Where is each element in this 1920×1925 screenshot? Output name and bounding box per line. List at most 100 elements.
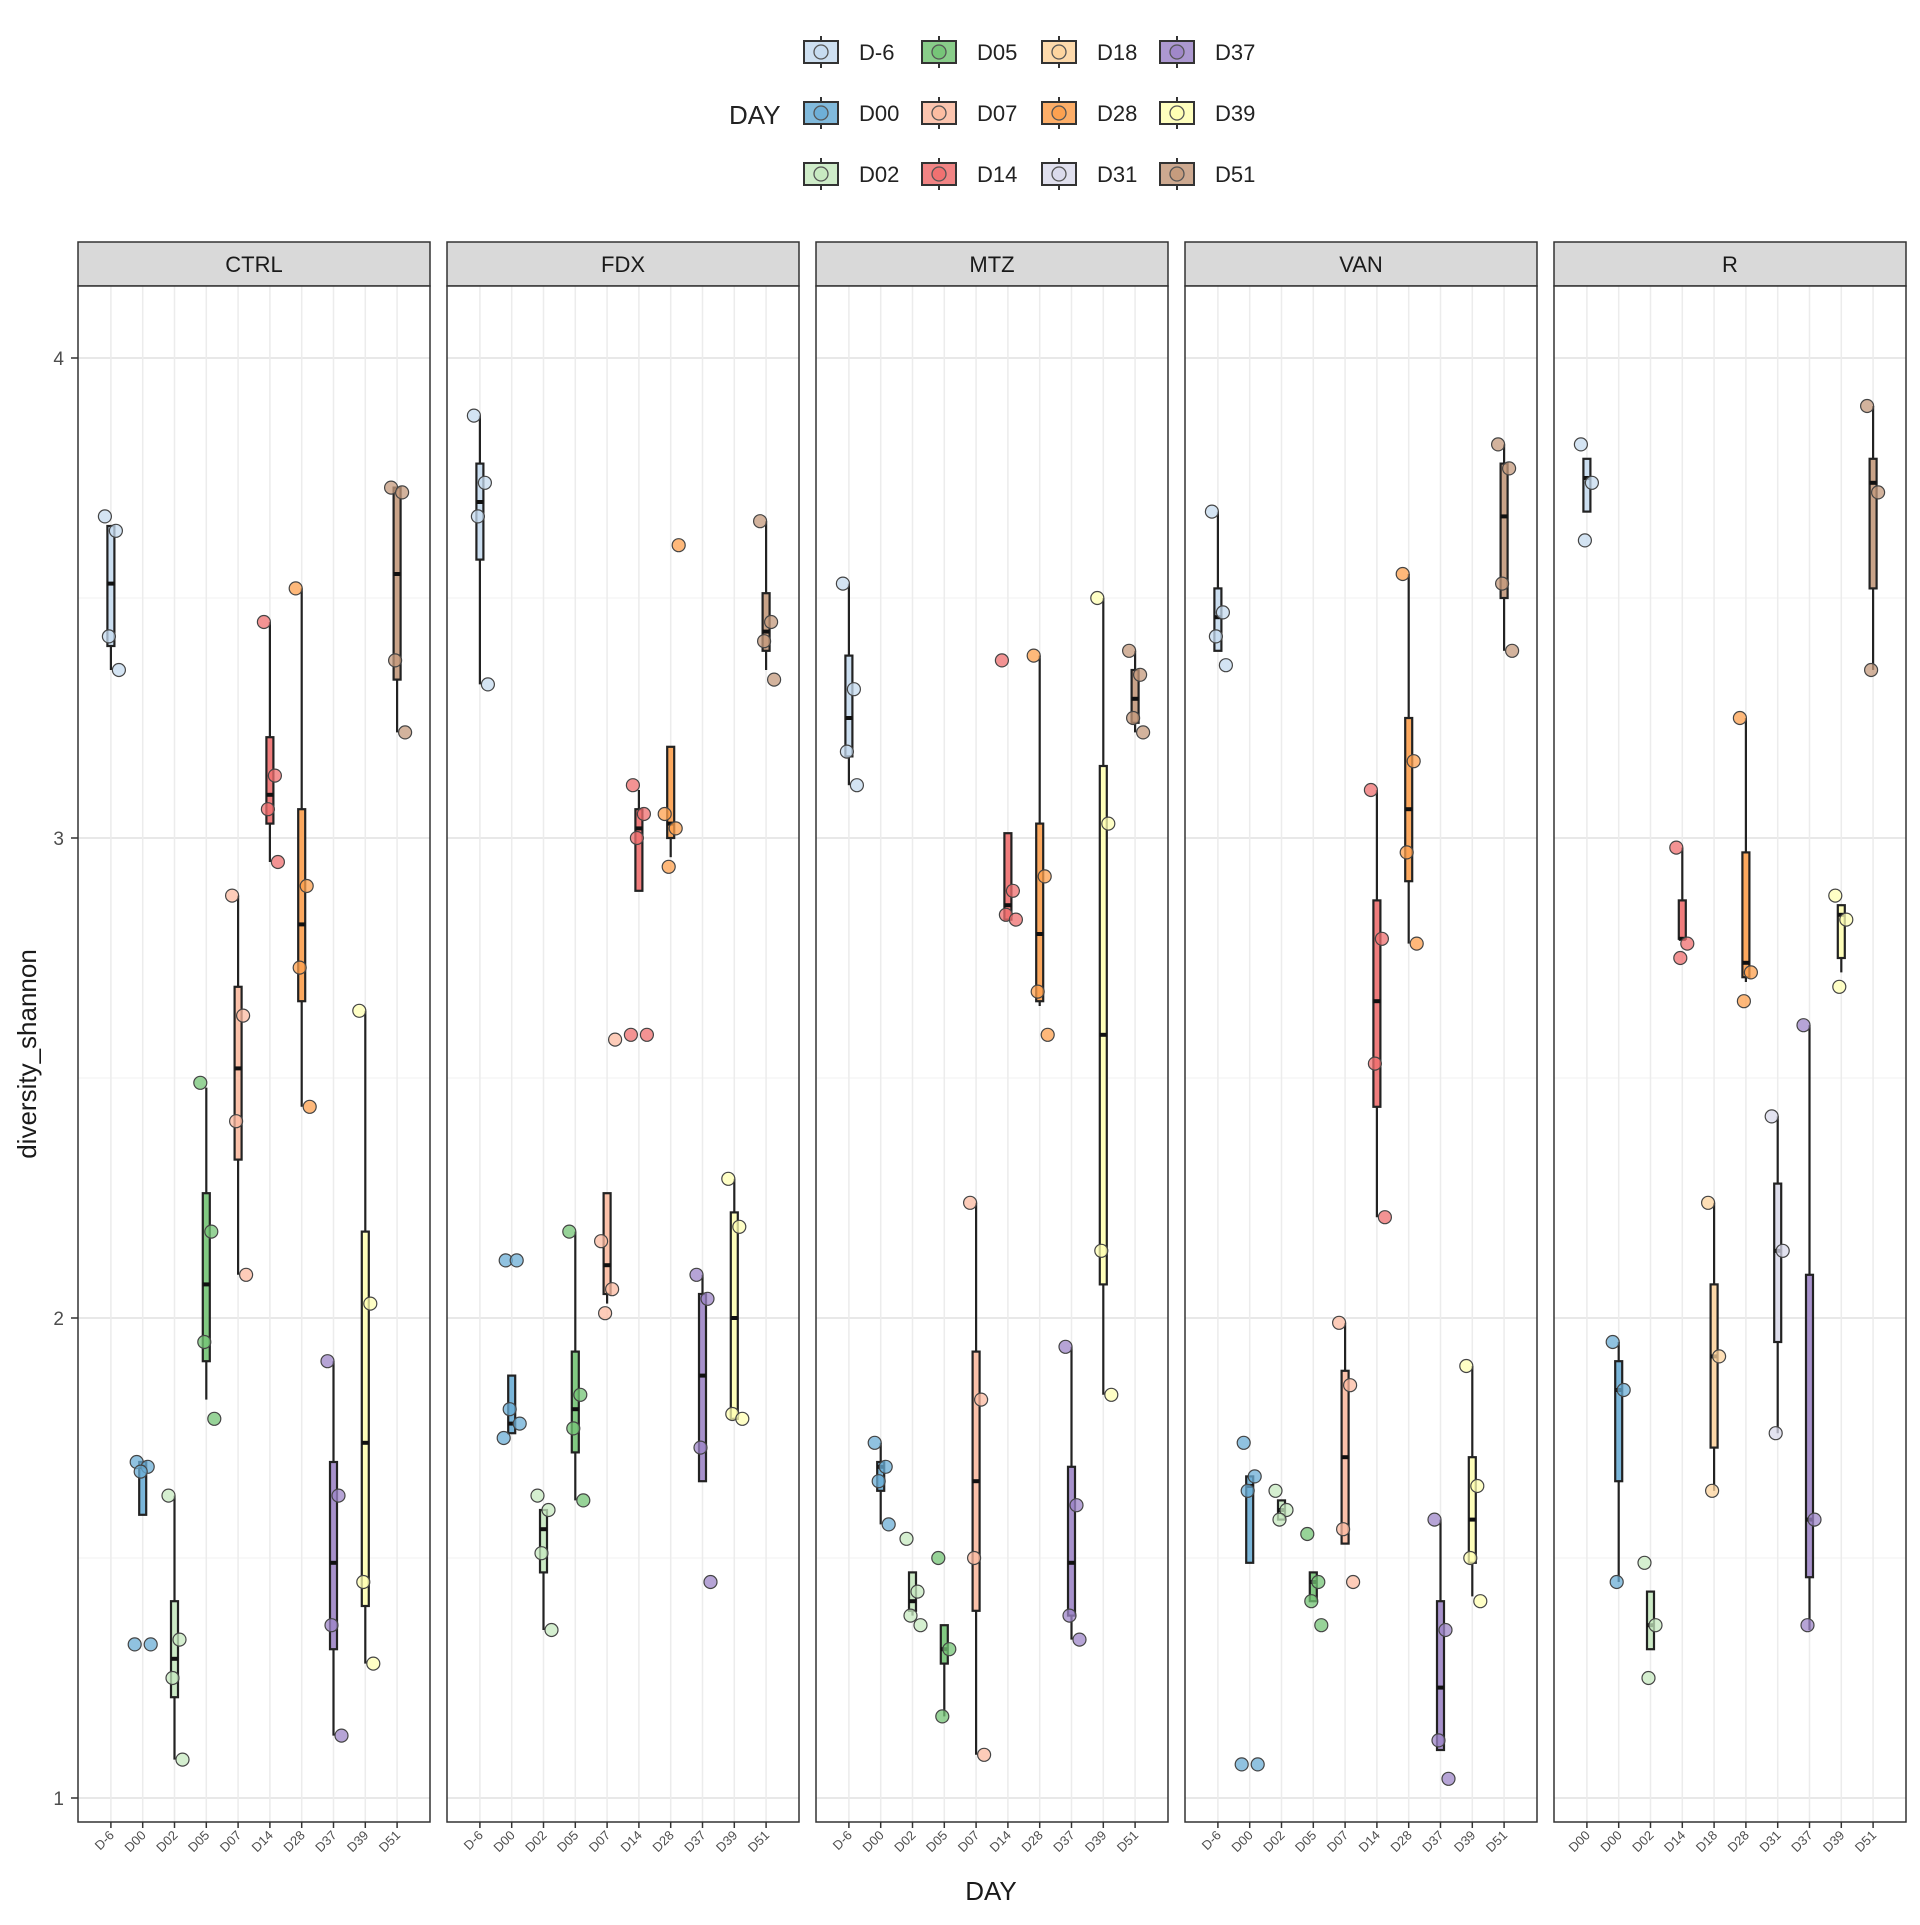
x-tick-label: D-6 [1199,1828,1224,1853]
data-point [1459,1358,1474,1374]
data-point [693,1440,708,1455]
x-tick-label: D37 [1788,1828,1815,1855]
data-point [1132,667,1148,682]
data-point [1669,840,1684,855]
data-point [639,1027,655,1042]
data-point [1406,754,1421,769]
data-point [756,634,772,649]
box-iqr [666,745,676,840]
data-point [1345,1574,1361,1590]
data-point [1314,1618,1329,1633]
data-point [477,475,492,490]
box-D-6 [1204,504,1234,673]
data-point [1040,1027,1055,1042]
x-tick-label: D28 [649,1828,676,1855]
box-D39 [352,1003,381,1671]
box-iqr [1035,822,1045,1003]
data-point [512,1416,527,1431]
data-point [1796,1018,1811,1033]
legend-label: D07 [977,101,1017,126]
box-D-6 [97,509,127,678]
data-point [193,1075,208,1090]
legend-label: D14 [977,162,1017,187]
data-point [910,1584,925,1599]
legend-key-point [813,166,829,182]
data-point [1236,1435,1251,1450]
data-point [1463,1550,1478,1566]
data-point [566,1421,581,1436]
legend-label: D00 [859,101,899,126]
legend-key-D39 [1159,97,1195,129]
data-point [1008,912,1024,927]
legend-label: D51 [1215,162,1255,187]
box-D37 [1796,1018,1822,1633]
data-point [576,1493,591,1508]
box-D05 [562,1224,591,1508]
facet-strip [446,241,800,287]
x-tick-label: D28 [280,1828,307,1855]
data-point [763,614,779,630]
data-point [966,1550,982,1566]
data-point [1363,782,1379,798]
data-point [1300,1526,1315,1542]
data-point [111,662,127,678]
data-point [657,806,672,822]
data-point [846,682,862,697]
data-point [1577,533,1593,548]
data-point [97,509,113,524]
data-point [388,653,403,668]
data-point [661,859,676,874]
box-iqr [392,486,402,681]
x-tick-label: D05 [1292,1828,1319,1855]
data-point [299,878,314,894]
data-point [470,509,485,524]
data-point [1680,936,1695,951]
data-point [1504,643,1520,658]
x-tick-label: D28 [1387,1828,1414,1855]
box-iqr [1372,899,1382,1108]
data-point [101,629,117,644]
data-point [973,1392,989,1407]
data-point [1704,1483,1720,1498]
data-point [1832,979,1847,994]
data-point [1395,566,1410,582]
box-D02 [530,1488,559,1638]
data-point [1605,1334,1620,1350]
data-point [1473,1594,1488,1609]
x-tick-label: D14 [1356,1828,1383,1855]
data-point [260,802,275,817]
x-tick-label: D07 [586,1828,613,1855]
box-D39 [721,1171,750,1426]
data-point [1135,725,1151,740]
data-point [496,1430,511,1446]
data-point [1732,710,1748,726]
data-point [133,1464,148,1479]
data-point [1775,1243,1790,1258]
x-tick-label: D07 [1324,1828,1351,1855]
legend-key-D28 [1041,97,1077,129]
data-point [366,1656,381,1671]
box-D18 [1700,1195,1727,1498]
data-point [1648,1618,1663,1633]
data-point [331,1488,346,1503]
data-point [1215,605,1231,620]
box-D-6 [466,408,495,692]
data-point [1279,1502,1294,1518]
x-tick-label: D39 [1451,1828,1478,1855]
data-point [1743,965,1759,980]
box-D00 [127,1454,158,1652]
data-point [204,1224,219,1239]
data-point [1204,504,1220,519]
data-point [175,1752,190,1767]
data-point [562,1224,577,1239]
data-point [607,1032,623,1047]
data-point [1673,950,1688,966]
legend-label: D37 [1215,40,1255,65]
legend-key-point [931,44,947,60]
data-point [942,1642,957,1657]
data-point [1342,1378,1358,1393]
box-iqr [360,1230,370,1608]
data-point [236,1008,251,1023]
data-point [1062,1608,1077,1623]
box-D14 [1669,840,1695,966]
